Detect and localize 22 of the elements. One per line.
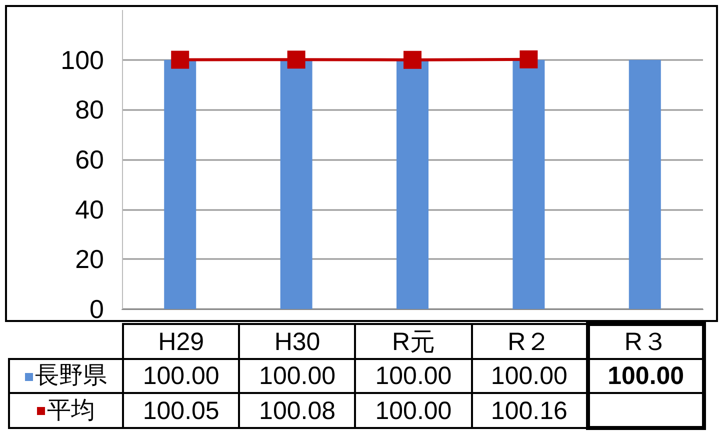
y-tick-label: 60: [75, 144, 104, 174]
x-tick-label: R元: [355, 324, 472, 359]
data-label: 100.00: [123, 359, 240, 393]
data-label: 100.08: [239, 393, 356, 428]
x-tick-label: R２: [472, 324, 588, 359]
data-label: 100.05: [123, 393, 240, 428]
data-label: 100.00: [355, 393, 472, 428]
y-tick-label: 20: [75, 244, 104, 274]
legend-label: 平均: [9, 393, 123, 428]
x-tick-label: R３: [588, 324, 704, 359]
x-tick-label: H29: [123, 324, 240, 359]
data-label: 100.00: [588, 359, 704, 393]
data-label: 100.00: [355, 359, 472, 393]
data-label: 100.00: [239, 359, 356, 393]
x-tick-label: H30: [239, 324, 356, 359]
legend-label: 長野県: [9, 359, 123, 393]
y-tick-label: 0: [90, 294, 104, 324]
y-tick-label: 80: [75, 94, 104, 125]
data-label: 100.16: [472, 393, 588, 428]
data-label: 100.00: [472, 359, 588, 393]
y-tick-label: 40: [75, 194, 104, 224]
y-tick-label: 100: [60, 44, 104, 75]
